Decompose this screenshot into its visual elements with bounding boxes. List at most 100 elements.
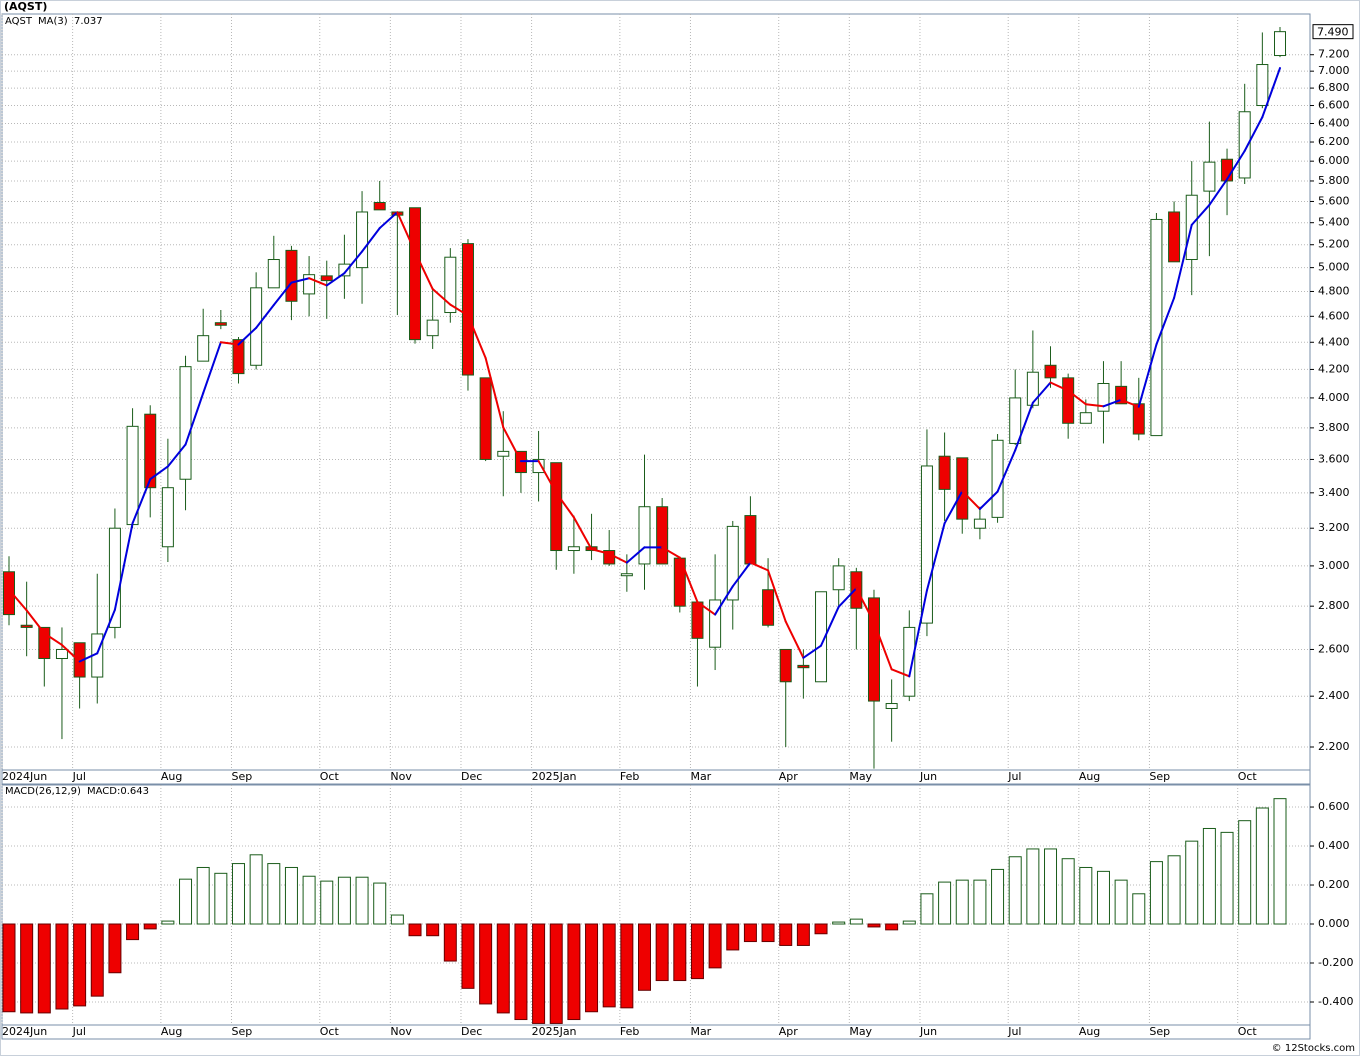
candle-body [1150,218,1163,437]
macd-bar [2,923,16,1013]
ma-segment [749,561,770,572]
macd-bar [973,879,987,925]
candle-body [956,457,969,520]
last-price-label: 7.490 [1317,26,1349,39]
candle-body [709,599,722,648]
x-tick-label: Aug [1079,770,1100,783]
macd-x-strip [1,1024,1311,1040]
ma-segment [449,303,469,317]
ma-segment [837,587,858,608]
x-tick-label: Oct [320,770,340,783]
y-tick-label: 3.600 [1318,452,1350,465]
candle-body [832,565,845,591]
macd-bar [514,923,528,1021]
macd-bar [1096,870,1110,925]
candle-body [797,664,810,669]
macd-bar [231,863,245,925]
candle-body [920,465,933,624]
ma-segment [555,491,575,519]
ma-segment [1014,401,1034,452]
macd-bar [779,923,793,946]
ma-segment [925,522,946,592]
ma-segment [625,546,646,564]
macd-bar [443,923,457,962]
macd-bar [73,923,87,1007]
macd-bar [337,876,351,925]
macd-bar [284,866,298,925]
candle-body [320,275,333,282]
candle-body [1256,64,1269,107]
legend-ma-value: 7.037 [74,16,103,27]
candle-body [656,506,669,565]
x-tick-label: Sep [231,770,252,783]
candle-body [691,601,704,639]
y-tick-label: 6.000 [1318,154,1350,167]
macd-bar [126,923,140,941]
y-tick-label: 5.800 [1318,174,1350,187]
legend-ma-name: MA(3) [38,16,68,27]
ma-segment [1084,403,1105,408]
ma-segment [396,211,417,253]
macd-bar [638,923,651,991]
ma-segment [890,668,911,678]
y-tick-label: 4.400 [1318,335,1350,348]
ma-segment [714,585,734,616]
ma-segment [1226,149,1246,181]
candle-body [762,589,775,626]
macd-bar [849,918,863,925]
x-tick-label: Jun [919,770,937,783]
macd-bar [602,923,616,1008]
x-tick-label: Aug [1079,1025,1100,1038]
x-tick-label: Apr [779,1025,799,1038]
y-tick-label: 2.800 [1318,599,1350,612]
x-tick-label: May [849,1025,872,1038]
macd-bar [743,923,757,943]
candle-body [461,243,474,376]
macd-bar [920,893,934,925]
x-tick-label: May [849,770,872,783]
y-tick-label: 4.800 [1318,284,1350,297]
candle-body [409,207,422,341]
candle-body [20,624,33,628]
macd-bar [161,920,175,925]
macd-bar [1167,855,1181,925]
ma-segment [872,621,893,671]
candle-body [3,571,15,616]
y-tick-label: 3.800 [1318,421,1350,434]
y-tick-label: 3.000 [1318,559,1350,572]
macd-bar [1220,831,1234,925]
macd-bar [302,875,316,925]
ma-segment [1120,398,1140,408]
macd-bar [267,863,281,925]
ma-segment [131,478,152,525]
ma-segment [308,277,328,287]
macd-bar [1008,856,1022,925]
macd-bar [796,923,810,946]
macd-bar [1026,848,1040,925]
ma-segment [1031,381,1052,404]
candle-body [55,648,68,660]
ma-segment [784,620,805,659]
y-tick-label: 0.400 [1318,839,1350,852]
macd-bar [426,923,440,937]
ma-segment [678,556,699,604]
ma-segment [202,341,222,395]
ma-segment [25,609,46,635]
y-tick-label: 5.600 [1318,194,1350,207]
macd-bar [55,923,69,1010]
macd-bar [708,923,722,969]
ma-segment [484,357,505,429]
y-tick-label: 3.400 [1318,486,1350,499]
y-tick-label: 4.000 [1318,391,1350,404]
x-tick-label: Feb [620,770,639,783]
macd-bar [373,882,387,925]
y-tick-label: 0.000 [1318,917,1350,930]
macd-bar [1149,861,1163,925]
candle-body [444,256,457,314]
macd-bar [1273,798,1287,925]
x-tick-label: 2024Jun [2,770,47,783]
candle-body [303,274,316,295]
candle-body [532,458,545,474]
macd-bar [1079,866,1093,925]
candle-body [356,211,369,269]
